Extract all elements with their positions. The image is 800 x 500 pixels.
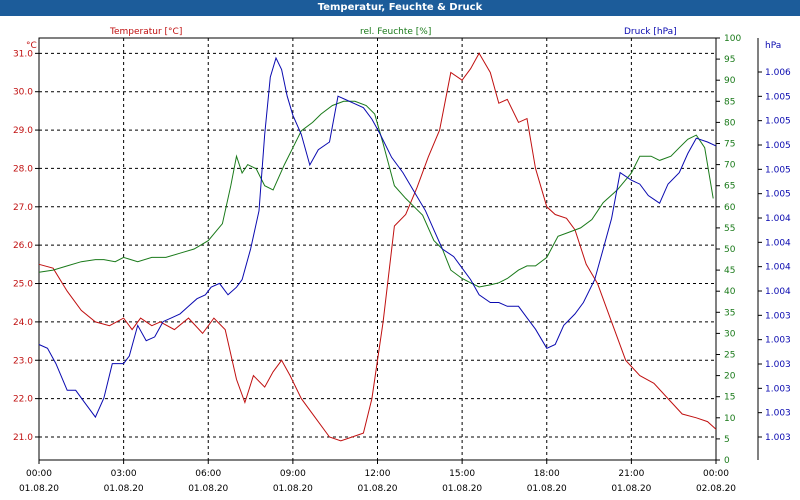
x-tick-date-label: 02.08.20: [696, 484, 736, 494]
temperature-tick-label: 31.0: [13, 49, 33, 59]
humidity-series-line: [38, 100, 714, 288]
humidity-tick-label: 90: [724, 76, 736, 86]
pressure-tick-label: 1.003: [765, 336, 791, 346]
temperature-tick-label: 25.0: [13, 280, 33, 290]
humidity-tick-label: 0: [724, 456, 730, 466]
x-tick-time-label: 21:00: [618, 469, 644, 479]
temperature-tick-label: 21.0: [13, 433, 33, 443]
temperature-tick-label: 26.0: [13, 241, 33, 251]
x-tick-date-label: 01.08.20: [19, 484, 59, 494]
pressure-series-line: [38, 56, 717, 419]
pressure-tick-label: 1.004: [765, 263, 791, 273]
pressure-tick-label: 1.005: [765, 92, 791, 102]
temperature-tick-label: 23.0: [13, 356, 33, 366]
x-tick-date-label: 01.08.20: [442, 484, 482, 494]
grid: [39, 38, 716, 460]
humidity-tick-label: 70: [724, 161, 736, 171]
pressure-tick-label: 1.003: [765, 409, 791, 419]
x-tick-time-label: 00:00: [703, 469, 729, 479]
temperature-series-line: [38, 52, 717, 442]
temperature-unit-label: °C: [26, 41, 37, 51]
humidity-tick-label: 85: [724, 97, 735, 107]
x-tick-time-label: 15:00: [449, 469, 475, 479]
temperature-tick-label: 28.0: [13, 164, 33, 174]
humidity-tick-label: 35: [724, 308, 735, 318]
pressure-tick-label: 1.005: [765, 190, 791, 200]
pressure-tick-label: 1.003: [765, 311, 791, 321]
humidity-tick-label: 15: [724, 393, 735, 403]
x-tick-time-label: 06:00: [195, 469, 221, 479]
humidity-tick-label: 75: [724, 140, 735, 150]
x-tick-date-label: 01.08.20: [273, 484, 313, 494]
series: [38, 52, 717, 442]
temperature-tick-label: 27.0: [13, 203, 33, 213]
pressure-tick-label: 1.005: [765, 117, 791, 127]
x-tick-date-label: 01.08.20: [611, 484, 651, 494]
temperature-tick-label: 24.0: [13, 318, 33, 328]
temperature-axis-label: Temperatur [°C]: [109, 27, 182, 37]
pressure-tick-label: 1.006: [765, 68, 791, 78]
humidity-tick-label: 10: [724, 414, 736, 424]
humidity-tick-label: 20: [724, 372, 736, 382]
humidity-tick-label: 60: [724, 203, 736, 213]
pressure-axis-label: Druck [hPa]: [624, 27, 677, 37]
axes: 00:00 01.08.20 03:00 01.08.20 06:00 01.08.20 0…: [13, 34, 791, 494]
pressure-tick-label: 1.003: [765, 360, 791, 370]
pressure-tick-label: 1.005: [765, 165, 791, 175]
pressure-unit-label: hPa: [765, 41, 781, 51]
temperature-tick-label: 30.0: [13, 88, 33, 98]
humidity-tick-label: 40: [724, 287, 736, 297]
pressure-tick-label: 1.004: [765, 238, 791, 248]
humidity-tick-label: 95: [724, 55, 735, 65]
x-tick-date-label: 01.08.20: [188, 484, 228, 494]
humidity-tick-label: 5: [724, 435, 730, 445]
x-tick-date-label: 01.08.20: [104, 484, 144, 494]
x-tick-date-label: 01.08.20: [357, 484, 397, 494]
x-tick-time-label: 00:00: [26, 469, 52, 479]
humidity-tick-label: 50: [724, 245, 736, 255]
x-tick-time-label: 18:00: [534, 469, 560, 479]
pressure-tick-label: 1.003: [765, 433, 791, 443]
pressure-tick-label: 1.004: [765, 214, 791, 224]
pressure-tick-label: 1.004: [765, 287, 791, 297]
pressure-tick-label: 1.005: [765, 141, 791, 151]
pressure-tick-label: 1.003: [765, 384, 791, 394]
x-tick-time-label: 12:00: [365, 469, 391, 479]
humidity-tick-label: 25: [724, 351, 735, 361]
x-tick-time-label: 03:00: [111, 469, 137, 479]
temperature-tick-label: 22.0: [13, 395, 33, 405]
humidity-axis-label: rel. Feuchte [%]: [360, 27, 431, 37]
humidity-tick-label: 30: [724, 329, 736, 339]
x-tick-time-label: 09:00: [280, 469, 306, 479]
chart-title: Temperatur, Feuchte & Druck: [0, 0, 800, 16]
temperature-tick-label: 29.0: [13, 126, 33, 136]
humidity-tick-label: 65: [724, 182, 735, 192]
humidity-tick-label: 80: [724, 118, 736, 128]
humidity-tick-label: 100: [724, 34, 741, 44]
humidity-tick-label: 55: [724, 224, 735, 234]
x-tick-date-label: 01.08.20: [527, 484, 567, 494]
humidity-tick-label: 45: [724, 266, 735, 276]
